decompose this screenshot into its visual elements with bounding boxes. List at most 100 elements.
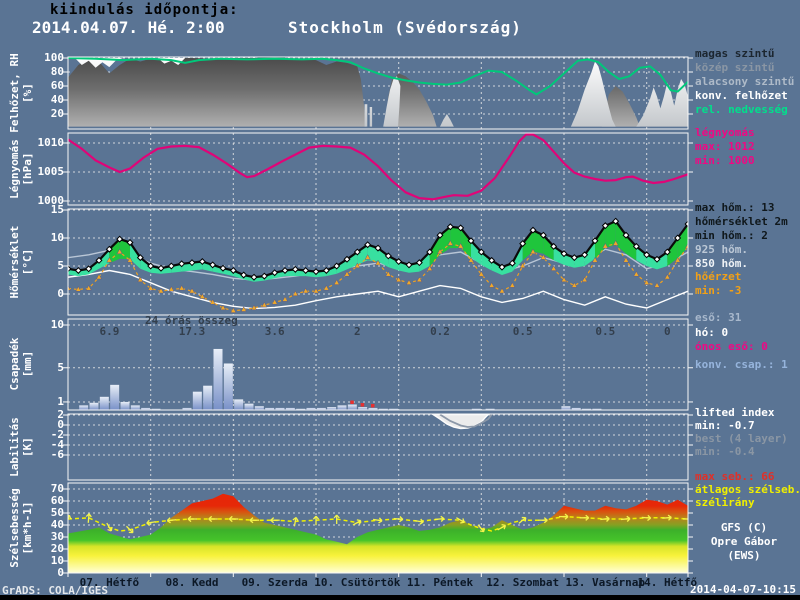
precip-bar: [337, 405, 347, 410]
feels-like-marker: [405, 279, 413, 285]
temp-spread-band: [212, 264, 223, 274]
temp-spread-band: [636, 246, 647, 266]
temp-2m-marker: [601, 222, 609, 230]
temp-2m-marker: [333, 262, 341, 270]
wind-direction-arrow: [434, 515, 445, 522]
precip-bar: [89, 402, 99, 410]
feels-like-marker: [323, 284, 330, 291]
wind-direction-arrow: [579, 514, 590, 521]
panel-lability: [431, 414, 493, 430]
feels-like-marker: [519, 262, 526, 269]
temp-2m-marker: [529, 226, 537, 234]
feels-like-marker: [571, 282, 578, 288]
cloud-blob-white: [570, 61, 616, 127]
convective-precip-mark: [350, 400, 354, 405]
feels-like-marker: [137, 276, 144, 283]
precip-bar: [203, 385, 213, 410]
feels-like-marker: [488, 282, 495, 288]
feels-like-marker: [302, 287, 309, 294]
panel-pressure: [68, 133, 688, 201]
feels-like-marker: [219, 304, 227, 311]
feels-like-marker: [612, 240, 619, 246]
wind-direction-arrow: [85, 513, 92, 523]
temp-2m-marker: [395, 258, 403, 266]
temp-2m-marker: [74, 266, 82, 274]
precip-bar: [368, 407, 378, 410]
feels-like-marker: [498, 287, 506, 294]
precip-bar: [234, 399, 244, 410]
precip-bar: [561, 406, 571, 410]
temp-2m-marker: [240, 271, 248, 279]
precip-bar: [485, 408, 495, 410]
cloud-blob-white: [636, 79, 688, 127]
precip-bar: [285, 407, 295, 410]
precip-bar: [120, 401, 130, 410]
temp-spread-band: [181, 262, 192, 272]
temp-2m-marker: [353, 248, 361, 256]
temp-spread-band: [130, 242, 141, 269]
temp-2m-marker: [498, 263, 506, 271]
cloud-blob-white: [369, 107, 373, 127]
feels-like-marker: [240, 306, 247, 312]
precip-bar: [265, 407, 275, 410]
temp-2m-marker: [302, 266, 310, 274]
temp-spread-band: [522, 230, 533, 261]
wind-direction-arrow: [620, 515, 631, 522]
feels-like-marker: [674, 256, 681, 263]
feels-like-marker: [426, 265, 433, 271]
feels-like-marker: [116, 248, 123, 255]
wind-direction-arrow: [559, 513, 569, 520]
wind-direction-arrow: [497, 524, 507, 531]
temp-2m-marker: [591, 237, 599, 245]
cloud-blob-grey: [601, 86, 640, 127]
cloud-blob-grey: [68, 58, 366, 127]
temp-spread-band: [429, 235, 440, 266]
feels-like-marker: [529, 248, 537, 255]
temp-spread-band: [109, 239, 120, 264]
feels-like-marker: [643, 279, 650, 285]
temp-spread-band: [667, 238, 678, 266]
pressure-line: [68, 133, 688, 201]
wind-direction-arrow: [600, 515, 610, 522]
temp-2m-marker: [519, 240, 527, 248]
precip-bar: [571, 407, 581, 410]
wind-direction-arrow: [477, 524, 485, 533]
precip-bar: [378, 408, 388, 410]
wind-direction-arrow: [333, 514, 340, 524]
feels-like-marker: [633, 270, 640, 277]
feels-like-marker: [85, 284, 92, 291]
temp-spread-band: [336, 259, 347, 274]
temp-2m-marker: [116, 235, 124, 243]
feels-like-marker: [467, 256, 475, 263]
temp-2m-marker: [85, 265, 93, 273]
temp-spread-band: [450, 226, 461, 249]
temp-2m-marker: [105, 245, 113, 253]
panel-frame-3: [67, 318, 689, 411]
feels-like-marker: [106, 256, 113, 263]
temp-2m-marker: [312, 268, 320, 276]
temp-spread-band: [605, 221, 616, 249]
feels-like-marker: [395, 276, 402, 283]
cloud-blob-white: [364, 104, 368, 127]
temp-2m-marker: [178, 260, 186, 268]
temp-2m-marker: [147, 262, 155, 270]
wind-direction-arrow: [126, 525, 134, 534]
panel-frame-0: [67, 56, 689, 130]
precip-bar: [130, 405, 140, 410]
temp-spread-band: [491, 260, 502, 275]
wind-direction-arrow: [641, 514, 652, 522]
feels-like-marker: [364, 254, 371, 260]
temp-2m-marker: [560, 250, 568, 258]
panel-frame-4: [67, 413, 689, 481]
panel-frame-5: [67, 482, 689, 574]
feels-like-marker: [209, 298, 216, 305]
wind-direction-arrow: [662, 514, 672, 521]
temp-spread-band: [543, 235, 554, 261]
wind-direction-arrow: [292, 516, 299, 527]
temp-2m-marker: [581, 251, 589, 259]
feels-like-marker: [75, 285, 82, 292]
feels-like-marker: [333, 279, 340, 285]
temp-2m-marker: [426, 248, 434, 256]
temp-2m-marker: [663, 248, 671, 256]
feels-like-marker: [591, 256, 599, 263]
